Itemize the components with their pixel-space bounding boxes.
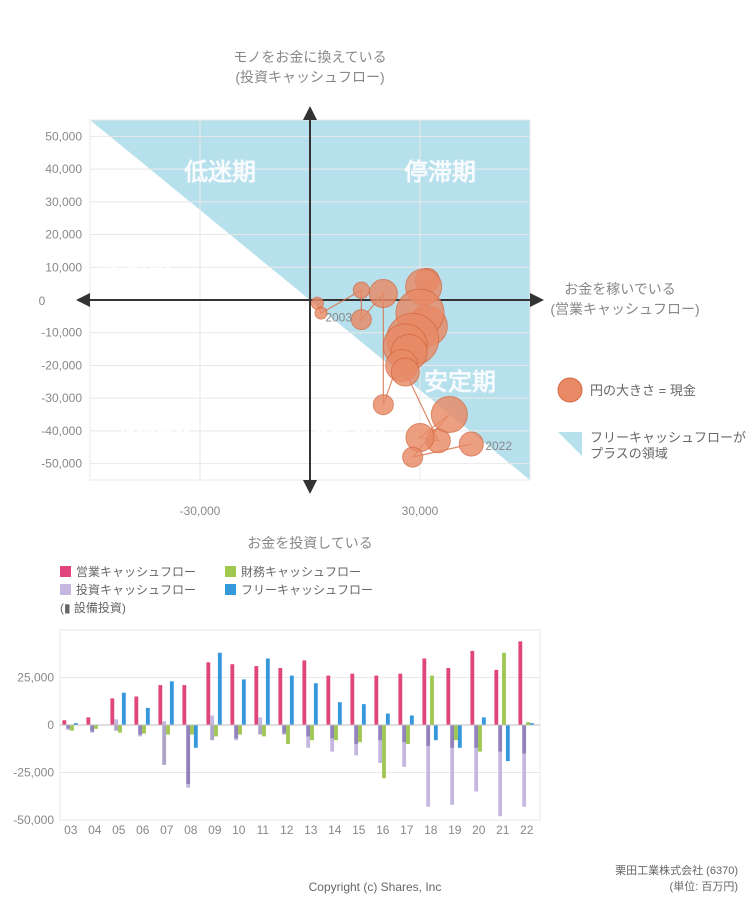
svg-text:-40,000: -40,000 [41, 424, 82, 438]
svg-text:停滞期: 停滞期 [404, 158, 476, 186]
svg-text:06: 06 [136, 823, 150, 837]
company-meta: 栗田工業株式会社 (6370) (単位: 百万円) [615, 862, 738, 894]
svg-text:17: 17 [400, 823, 414, 837]
svg-text:30,000: 30,000 [402, 504, 439, 518]
svg-text:20: 20 [472, 823, 486, 837]
svg-text:19: 19 [448, 823, 462, 837]
svg-text:09: 09 [208, 823, 222, 837]
svg-text:-30,000: -30,000 [41, 391, 82, 405]
svg-text:-30,000: -30,000 [180, 504, 221, 518]
svg-text:12: 12 [280, 823, 294, 837]
svg-text:財務キャッシュフロー: 財務キャッシュフロー [241, 564, 361, 579]
svg-text:(投資キャッシュフロー): (投資キャッシュフロー) [235, 69, 384, 85]
svg-text:15: 15 [352, 823, 366, 837]
svg-text:(▮ 設備投資): (▮ 設備投資) [60, 600, 126, 615]
svg-text:08: 08 [184, 823, 198, 837]
svg-text:10: 10 [232, 823, 246, 837]
svg-text:低迷期: 低迷期 [183, 159, 256, 186]
cashflow-quadrant-chart: -50,000 -40,000 -30,000 -20,000 -10,000 10,00… [0, 0, 750, 560]
svg-text:お金を稼いでいる: お金を稼いでいる [564, 281, 676, 297]
svg-text:05: 05 [112, 823, 126, 837]
svg-text:13: 13 [304, 823, 318, 837]
svg-text:21: 21 [496, 823, 510, 837]
svg-text:破綻期: 破綻期 [119, 408, 191, 436]
svg-text:投資期: 投資期 [314, 409, 386, 436]
svg-text:16: 16 [376, 823, 390, 837]
svg-text:30,000: 30,000 [45, 195, 82, 209]
svg-text:2003: 2003 [325, 310, 352, 324]
svg-text:フリーキャッシュフローが: フリーキャッシュフローが [590, 430, 746, 445]
svg-text:-10,000: -10,000 [41, 326, 82, 340]
cashflow-bar-chart: 営業キャッシュフロー 財務キャッシュフロー投資キャッシュフロー フリーキャッシュフロ… [0, 560, 750, 860]
svg-text:フリーキャッシュフロー: フリーキャッシュフロー [241, 583, 373, 597]
svg-text:11: 11 [257, 823, 270, 837]
svg-text:18: 18 [424, 823, 438, 837]
svg-text:-20,000: -20,000 [41, 358, 82, 372]
svg-text:04: 04 [88, 823, 102, 837]
svg-text:25,000: 25,000 [17, 671, 54, 685]
svg-text:0: 0 [47, 718, 54, 732]
svg-text:-50,000: -50,000 [41, 457, 82, 471]
svg-text:40,000: 40,000 [45, 162, 82, 176]
svg-text:お金を投資している: お金を投資している [247, 535, 373, 551]
svg-text:プラスの領域: プラスの領域 [590, 446, 668, 461]
svg-text:50,000: 50,000 [45, 129, 82, 143]
svg-text:2022: 2022 [485, 439, 512, 453]
svg-text:22: 22 [520, 823, 534, 837]
svg-text:20,000: 20,000 [45, 228, 82, 242]
svg-text:(営業キャッシュフロー): (営業キャッシュフロー) [550, 301, 699, 317]
svg-text:-50,000: -50,000 [13, 813, 54, 827]
svg-text:14: 14 [328, 823, 342, 837]
svg-text:営業キャッシュフロー: 営業キャッシュフロー [76, 565, 196, 579]
svg-text:03: 03 [64, 823, 78, 837]
svg-text:-25,000: -25,000 [13, 766, 54, 780]
svg-text:安定期: 安定期 [424, 368, 496, 396]
svg-text:10,000: 10,000 [45, 260, 82, 274]
svg-text:0: 0 [39, 294, 46, 308]
svg-text:モノをお金に換えている: モノをお金に換えている [233, 49, 386, 65]
svg-text:後退期: 後退期 [99, 248, 171, 276]
svg-text:07: 07 [160, 823, 174, 837]
svg-text:円の大きさ = 現金: 円の大きさ = 現金 [590, 383, 696, 398]
svg-text:投資キャッシュフロー: 投資キャッシュフロー [76, 582, 196, 597]
